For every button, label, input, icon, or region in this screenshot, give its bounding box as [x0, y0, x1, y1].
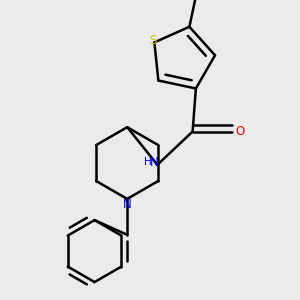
- Text: N: N: [123, 198, 131, 211]
- Text: H: H: [144, 157, 152, 167]
- Text: N: N: [150, 156, 158, 169]
- Text: S: S: [149, 34, 156, 47]
- Text: O: O: [235, 125, 244, 138]
